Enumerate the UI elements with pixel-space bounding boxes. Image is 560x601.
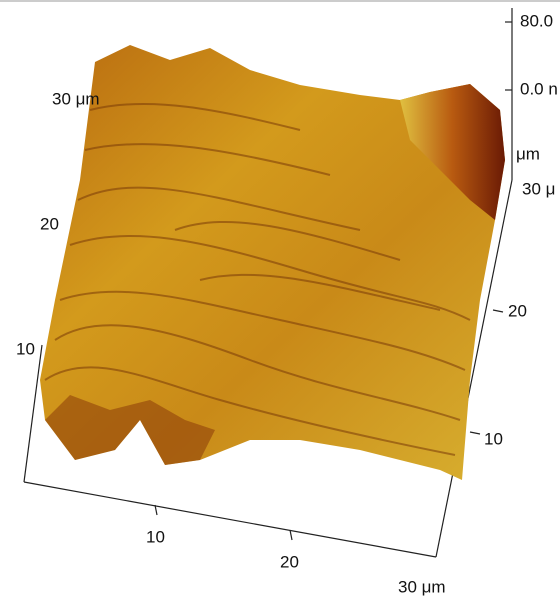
scale-unit: μm	[516, 144, 540, 163]
bottom-axis-label: 10	[146, 527, 165, 546]
right-axis-label: 30 μ	[522, 179, 555, 198]
scale-min: 0.0 n	[520, 79, 558, 98]
left-axis-label: 30 μm	[52, 89, 100, 108]
right-axis-label: 20	[508, 301, 527, 320]
afm-image: 80.0 0.0 n μm 30 μ 30 μm 20 10 10 20 30 …	[0, 0, 560, 601]
scale-max: 80.0	[520, 11, 553, 30]
left-axis-label: 10	[16, 339, 35, 358]
right-axis-label: 10	[484, 429, 503, 448]
left-axis-label: 20	[40, 214, 59, 233]
bottom-axis-label: 30 μm	[398, 577, 446, 596]
bottom-axis-label: 20	[280, 552, 299, 571]
